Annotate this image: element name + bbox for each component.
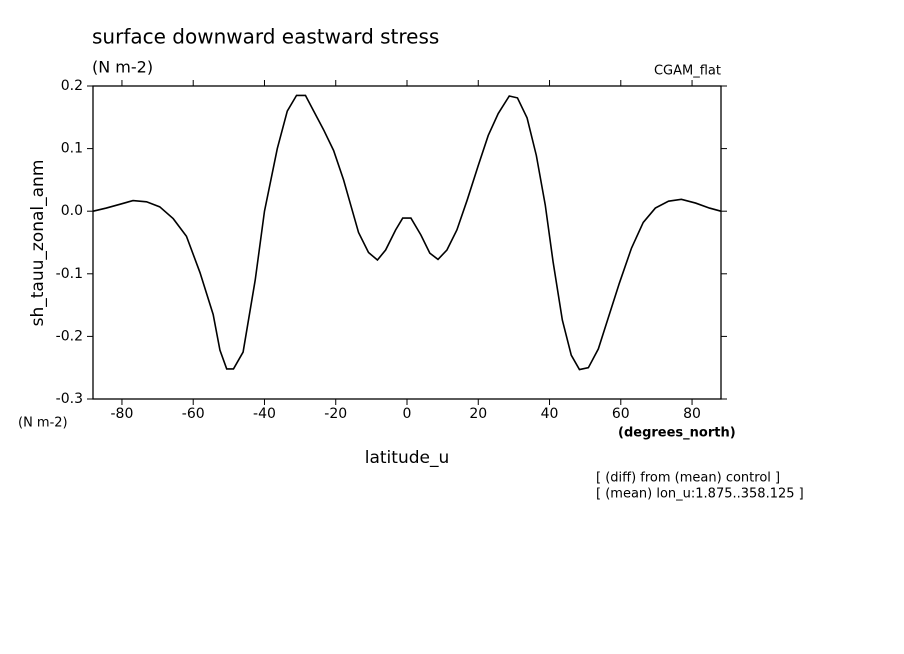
x-tick-label: 20 bbox=[469, 406, 487, 422]
y-tick-label: -0.1 bbox=[56, 266, 83, 282]
y-units: (N m-2) bbox=[18, 416, 68, 431]
data-line bbox=[92, 94, 722, 371]
chart-title: surface downward eastward stress bbox=[92, 25, 439, 49]
y-tick-label: 0.1 bbox=[61, 141, 83, 157]
annotation: [ (diff) from (mean) control ] bbox=[596, 471, 780, 486]
dataset-label: CGAM_flat bbox=[654, 64, 721, 79]
y-tick-label: -0.2 bbox=[56, 328, 83, 344]
x-tick-label: -40 bbox=[253, 406, 276, 422]
plot-frame bbox=[92, 85, 722, 400]
x-tick-label: -20 bbox=[324, 406, 347, 422]
y-tick-label: 0.2 bbox=[61, 78, 83, 94]
y-tick-label: 0.0 bbox=[61, 203, 83, 219]
x-units: (degrees_north) bbox=[618, 426, 736, 441]
x-tick-label: 80 bbox=[683, 406, 701, 422]
x-tick-label: -60 bbox=[182, 406, 205, 422]
y-tick-label: -0.3 bbox=[56, 391, 83, 407]
x-tick-label: 60 bbox=[612, 406, 630, 422]
chart-subtitle: (N m-2) bbox=[92, 58, 153, 77]
x-axis-label: latitude_u bbox=[365, 448, 450, 468]
x-tick-label: 0 bbox=[403, 406, 412, 422]
annotation: [ (mean) lon_u:1.875..358.125 ] bbox=[596, 487, 804, 502]
x-tick-label: -80 bbox=[111, 406, 134, 422]
x-tick-label: 40 bbox=[541, 406, 559, 422]
y-axis-label: sh_tauu_zonal_anm bbox=[28, 160, 48, 327]
